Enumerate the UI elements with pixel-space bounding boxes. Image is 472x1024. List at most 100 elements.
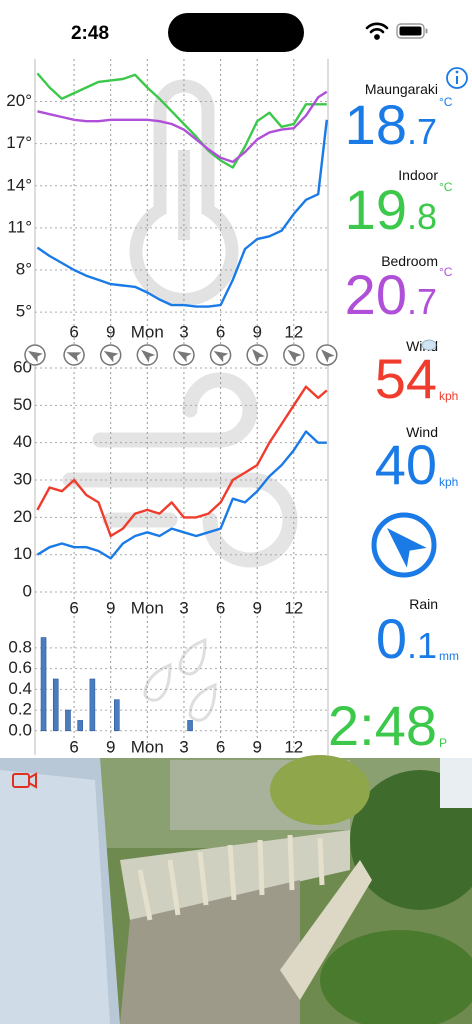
readout-unit: °C <box>439 95 453 109</box>
readout-whole: 19 <box>345 178 407 241</box>
wind-direction-dart <box>66 352 82 362</box>
y-tick-label: 0.6 <box>8 658 32 677</box>
readout-label: Indoor <box>398 167 438 183</box>
wind-direction <box>316 344 338 366</box>
x-tick-label: 9 <box>106 322 115 341</box>
series-line <box>36 385 328 538</box>
compass-dart <box>387 528 427 568</box>
x-tick-label: 9 <box>252 737 261 756</box>
readout-whole: 40 <box>375 433 437 496</box>
wind-direction <box>99 344 122 366</box>
readout-unit: kph <box>439 389 458 403</box>
battery-icon <box>396 23 428 39</box>
x-tick-label: 12 <box>284 598 303 617</box>
wind-direction-dart <box>177 351 192 363</box>
info-button[interactable] <box>446 67 468 89</box>
wind-watermark <box>62 372 298 568</box>
y-tick-label: 10 <box>13 544 32 563</box>
readout-whole: 0 <box>376 607 407 670</box>
readout-whole: 20 <box>345 263 407 326</box>
thermometer-watermark <box>129 79 239 307</box>
readout-value: 40 <box>375 433 437 496</box>
x-tick-label: Mon <box>131 737 164 756</box>
readout-value: 19.8 <box>345 178 437 241</box>
wind-direction-dart <box>213 351 229 363</box>
camera-icon[interactable] <box>12 772 37 789</box>
status-time: 2:48 <box>71 23 109 44</box>
bar <box>65 709 71 732</box>
x-tick-label: 9 <box>252 322 261 341</box>
wind-direction-dart <box>141 349 156 363</box>
x-tick-label: 9 <box>106 598 115 617</box>
readout-fraction: .7 <box>407 111 437 152</box>
bar <box>52 678 59 732</box>
y-tick-label: 0.4 <box>8 679 32 698</box>
readout-whole: 18 <box>345 93 407 156</box>
readout-label: Wind <box>406 424 438 440</box>
bar <box>187 720 193 732</box>
readout-value: 54 <box>375 347 437 410</box>
y-tick-label: 30 <box>13 470 32 489</box>
wind-direction-dart <box>321 349 335 363</box>
readout-whole: 2:48 <box>328 694 437 757</box>
bar <box>77 720 83 732</box>
wind-direction <box>209 344 232 366</box>
readout-unit: °C <box>439 180 453 194</box>
bar <box>40 637 47 732</box>
series-line <box>36 119 328 308</box>
chart: 0.00.2 0.4 0.6 0.8 6 9 Mon 3 6 9 12 <box>8 616 329 756</box>
x-tick-label: 6 <box>69 322 78 341</box>
readout-label: Maungaraki <box>365 81 438 97</box>
readout-unit: kph <box>439 475 458 489</box>
readout-fraction: .7 <box>407 281 437 322</box>
x-tick-label: 3 <box>179 598 188 617</box>
readout-label: Rain <box>409 596 438 612</box>
y-tick-label: 50 <box>13 395 32 414</box>
wind-direction <box>283 344 305 366</box>
x-tick-label: 12 <box>284 322 303 341</box>
readout-value: 0.1 <box>376 607 437 670</box>
x-tick-label: 12 <box>284 737 303 756</box>
charts: 5°8°11°14°17°20°6 9 Mon 3 6 9 1201020304050606… <box>6 59 338 756</box>
camera-view[interactable] <box>0 755 472 1024</box>
x-tick-label: 9 <box>106 737 115 756</box>
x-tick-label: 6 <box>216 737 225 756</box>
y-tick-label: 14° <box>6 175 32 194</box>
x-tick-label: 6 <box>69 598 78 617</box>
wifi-icon <box>365 22 389 40</box>
readout-fraction: .1 <box>407 625 437 666</box>
wind-direction-dart <box>287 349 302 363</box>
wind-direction-dart <box>28 351 43 363</box>
series-line <box>36 430 327 560</box>
wind-compass <box>371 512 437 578</box>
series-line <box>37 90 328 164</box>
series-line <box>36 72 327 169</box>
y-tick-label: 20° <box>6 91 32 110</box>
wind-direction-dart <box>252 348 265 363</box>
y-tick-label: 5° <box>16 302 32 321</box>
x-tick-label: 6 <box>69 737 78 756</box>
y-tick-label: 0.8 <box>8 637 32 656</box>
wind-direction <box>173 344 195 366</box>
x-tick-label: Mon <box>131 322 164 341</box>
compass-ring <box>371 512 437 578</box>
y-tick-label: 17° <box>6 133 32 152</box>
cloud-icon <box>421 339 437 351</box>
wind-direction-dart <box>103 351 119 363</box>
readout-unit: P <box>439 736 447 750</box>
readout-unit: mm <box>439 649 459 663</box>
dynamic-island <box>168 13 304 52</box>
y-tick-label: 40 <box>13 432 32 451</box>
y-tick-label: 8° <box>16 260 32 279</box>
x-tick-label: 3 <box>179 737 188 756</box>
rain-watermark <box>143 637 217 722</box>
readouts: Maungaraki18.7°CIndoor19.8°CBedroom20.7°… <box>328 81 459 757</box>
readout-value: 18.7 <box>345 93 437 156</box>
bar <box>89 678 96 732</box>
readout-unit: °C <box>439 265 453 279</box>
x-tick-label: 9 <box>252 598 261 617</box>
y-tick-label: 0.2 <box>8 700 32 719</box>
readout-whole: 54 <box>375 347 437 410</box>
